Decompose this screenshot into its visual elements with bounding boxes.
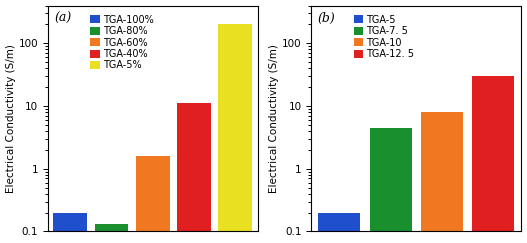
Bar — [369, 128, 412, 243]
Legend: TGA-5, TGA-7. 5, TGA-10, TGA-12. 5: TGA-5, TGA-7. 5, TGA-10, TGA-12. 5 — [352, 13, 416, 61]
Bar — [53, 213, 87, 243]
Text: (b): (b) — [317, 12, 335, 25]
Bar — [177, 104, 211, 243]
Bar — [136, 156, 170, 243]
Bar — [95, 224, 129, 243]
Y-axis label: Electrical Conductivity (S/m): Electrical Conductivity (S/m) — [6, 44, 16, 193]
Text: (a): (a) — [54, 12, 71, 25]
Legend: TGA-100%, TGA-80%, TGA-60%, TGA-40%, TGA-5%: TGA-100%, TGA-80%, TGA-60%, TGA-40%, TGA… — [89, 13, 155, 72]
Bar — [318, 213, 360, 243]
Y-axis label: Electrical Conductivity (S/m): Electrical Conductivity (S/m) — [269, 44, 279, 193]
Bar — [472, 76, 514, 243]
Bar — [218, 25, 252, 243]
Bar — [421, 112, 463, 243]
